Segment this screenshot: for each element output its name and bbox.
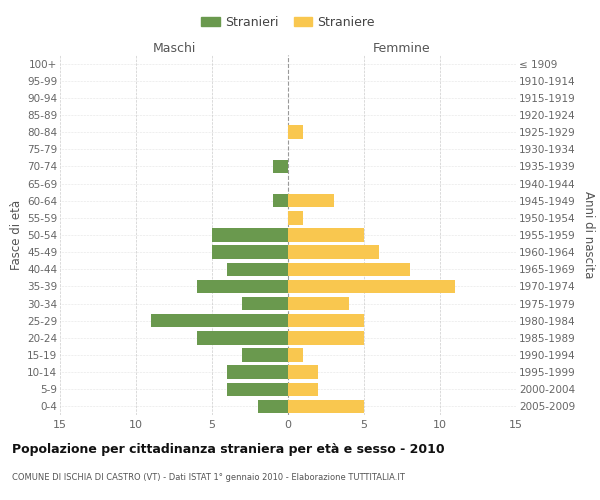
- Bar: [288, 382, 319, 396]
- Bar: [288, 366, 319, 379]
- Legend: Stranieri, Straniere: Stranieri, Straniere: [196, 11, 380, 34]
- Bar: [288, 194, 334, 207]
- Text: Popolazione per cittadinanza straniera per età e sesso - 2010: Popolazione per cittadinanza straniera p…: [12, 442, 445, 456]
- Bar: [288, 211, 303, 224]
- Bar: [227, 262, 288, 276]
- Bar: [288, 280, 455, 293]
- Bar: [212, 228, 288, 241]
- Bar: [273, 160, 288, 173]
- Y-axis label: Fasce di età: Fasce di età: [10, 200, 23, 270]
- Bar: [242, 348, 288, 362]
- Bar: [197, 280, 288, 293]
- Bar: [288, 348, 303, 362]
- Bar: [227, 382, 288, 396]
- Bar: [288, 314, 364, 328]
- Bar: [212, 246, 288, 259]
- Bar: [288, 246, 379, 259]
- Bar: [288, 228, 364, 241]
- Y-axis label: Anni di nascita: Anni di nascita: [582, 192, 595, 278]
- Bar: [288, 400, 364, 413]
- Text: Femmine: Femmine: [373, 42, 431, 55]
- Bar: [288, 126, 303, 139]
- Bar: [227, 366, 288, 379]
- Bar: [273, 194, 288, 207]
- Bar: [257, 400, 288, 413]
- Bar: [151, 314, 288, 328]
- Bar: [242, 297, 288, 310]
- Text: Maschi: Maschi: [152, 42, 196, 55]
- Text: COMUNE DI ISCHIA DI CASTRO (VT) - Dati ISTAT 1° gennaio 2010 - Elaborazione TUTT: COMUNE DI ISCHIA DI CASTRO (VT) - Dati I…: [12, 472, 405, 482]
- Bar: [288, 297, 349, 310]
- Bar: [288, 331, 364, 344]
- Bar: [288, 262, 410, 276]
- Bar: [197, 331, 288, 344]
